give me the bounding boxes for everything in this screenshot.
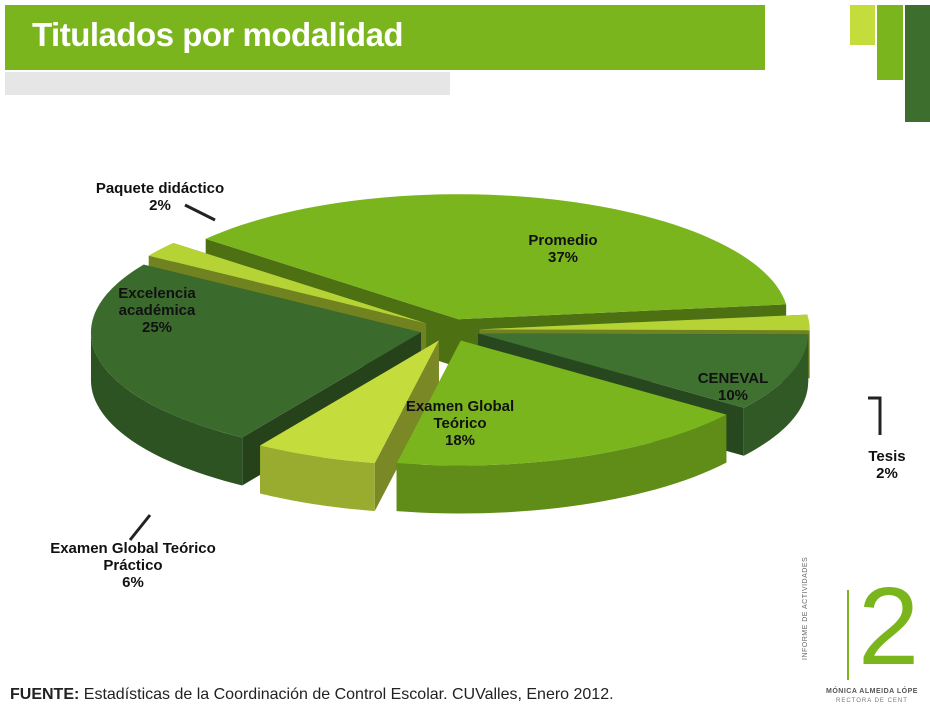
slice-top <box>90 264 421 438</box>
slice <box>396 340 727 514</box>
value-label: 25% <box>141 319 173 336</box>
slice-wall <box>90 332 243 486</box>
slice <box>260 340 439 512</box>
logo-vertical: INFORME DE ACTIVIDADES <box>802 556 809 660</box>
source-label: FUENTE: <box>10 686 80 703</box>
leader-line <box>184 203 216 222</box>
slice-top <box>396 340 727 466</box>
data-label: Examen Global Teórico 18% <box>385 398 535 449</box>
chart-title: Titulados por modalidad <box>32 16 404 53</box>
logo-role: RECTORA DE CENT <box>836 698 908 704</box>
source-text: Estadísticas de la Coordinación de Contr… <box>83 686 614 703</box>
pie <box>90 194 810 514</box>
slice-top <box>148 242 427 324</box>
data-label: Paquete didáctico 2% <box>70 180 250 214</box>
category-label: Tesis <box>868 448 906 465</box>
category-label: Examen Global Teórico Práctico <box>50 540 216 574</box>
title-bar <box>5 5 765 70</box>
subtitle-bar <box>5 72 450 95</box>
logo-name: MÓNICA ALMEIDA LÓPE <box>826 688 918 695</box>
data-label: Tesis 2% <box>847 448 927 482</box>
data-label: Examen Global Teórico Práctico 6% <box>46 540 221 591</box>
slice-top <box>260 340 439 464</box>
leader-line <box>868 396 882 435</box>
value-label: 10% <box>717 387 749 404</box>
leader-line <box>128 514 152 541</box>
slice-wall <box>743 334 809 456</box>
value-label: 18% <box>444 432 476 449</box>
data-label: Promedio 37% <box>483 232 643 266</box>
slice-top <box>479 314 810 331</box>
value-label: 37% <box>547 249 579 266</box>
value-label: 6% <box>122 574 144 591</box>
category-label: Excelencia académica <box>118 285 196 319</box>
decor-bar <box>905 5 930 122</box>
logo-number: 2 <box>858 565 920 688</box>
slice-top <box>205 194 787 320</box>
category-label: Paquete didáctico <box>95 180 225 197</box>
source: FUENTE: Estadísticas de la Coordinación … <box>10 686 614 704</box>
slice-wall <box>396 414 727 514</box>
value-label: 2% <box>149 197 171 214</box>
data-label: CENEVAL 10% <box>683 370 783 404</box>
data-label: Excelencia académica 25% <box>97 285 217 336</box>
slice-wall <box>260 445 375 512</box>
category-label: Promedio <box>528 232 598 249</box>
category-label: Examen Global Teórico <box>405 398 515 432</box>
value-label: 2% <box>876 465 898 482</box>
slice-top <box>478 333 809 408</box>
decor-bar <box>877 5 903 80</box>
decor-bar <box>850 5 875 45</box>
category-label: CENEVAL <box>697 370 769 387</box>
